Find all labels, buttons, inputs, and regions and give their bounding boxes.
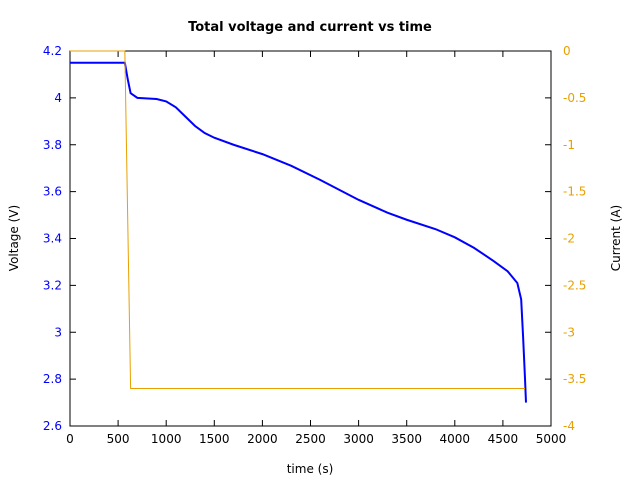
y-tick-label: 4.2 [43,44,62,58]
y-axis-label: Voltage (V) [7,205,21,271]
y2-tick-label: -3 [563,325,575,339]
y-tick-label: 2.6 [43,419,62,433]
chart-title: Total voltage and current vs time [188,20,432,35]
y-tick-label: 3.8 [43,138,62,152]
plot-frame [69,50,552,427]
y2-tick-label: -2 [563,232,575,246]
y-tick-label: 3 [54,325,62,339]
x-tick-label: 2500 [295,432,326,446]
x-axis: 0 500 1000 1500 2000 2500 3000 3500 4000 4500 5000 [66,51,566,446]
y2-tick-label: -0.5 [563,91,586,105]
y-tick-label: 3.4 [43,232,62,246]
x-tick-label: 4000 [440,432,471,446]
y-axis-voltage: 2.6 2.8 3 3.2 3.4 3.6 3.8 4 4.2 [43,44,76,433]
x-tick-label: 3000 [343,432,374,446]
voltage-line [70,61,527,403]
y2-tick-label: -2.5 [563,278,586,292]
y-axis-current: -4 -3.5 -3 -2.5 -2 -1.5 -1 -0.5 0 [545,44,586,433]
y-tick-label: 3.2 [43,278,62,292]
current-line [70,50,526,389]
y-tick-label: 3.6 [43,185,62,199]
series-lines [70,50,527,403]
y2-tick-label: -3.5 [563,372,586,386]
y-tick-label: 4 [54,91,62,105]
y2-axis-label: Current (A) [609,205,623,271]
y2-tick-label: -1.5 [563,185,586,199]
y2-tick-label: -4 [563,419,575,433]
x-tick-label: 1500 [199,432,230,446]
x-tick-label: 5000 [536,432,567,446]
x-axis-label: time (s) [287,462,334,476]
x-tick-label: 1000 [151,432,182,446]
x-tick-label: 500 [107,432,130,446]
x-tick-label: 0 [66,432,74,446]
y2-tick-label: -1 [563,138,575,152]
y2-tick-label: 0 [563,44,571,58]
y-tick-label: 2.8 [43,372,62,386]
x-tick-label: 3500 [391,432,422,446]
x-tick-label: 2000 [247,432,278,446]
x-tick-label: 4500 [488,432,519,446]
